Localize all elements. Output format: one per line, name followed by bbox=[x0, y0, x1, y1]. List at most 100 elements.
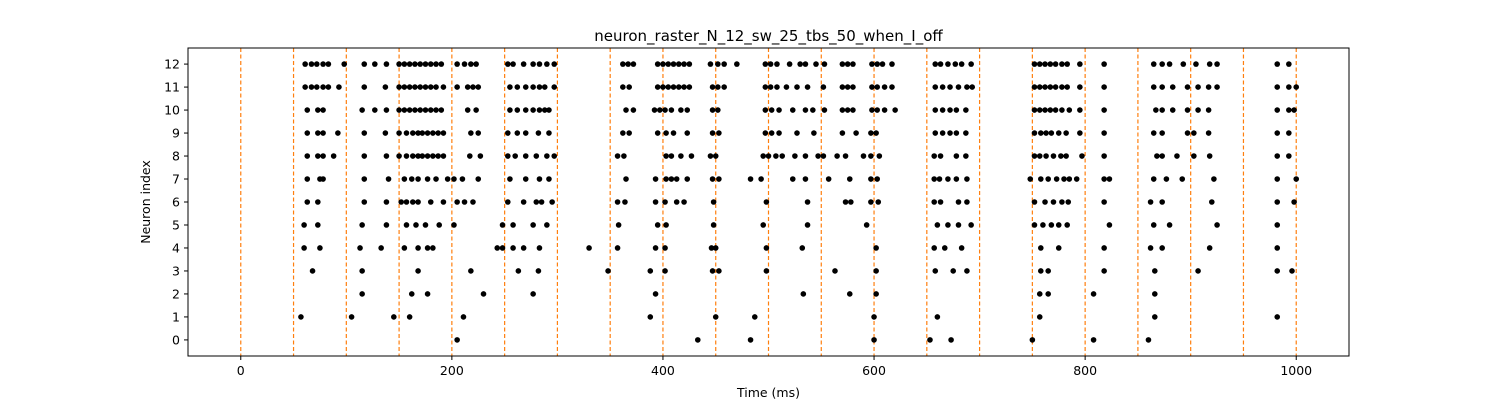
spike-point bbox=[1065, 199, 1072, 205]
spike-point bbox=[1150, 84, 1157, 90]
spike-point bbox=[630, 107, 637, 113]
spike-point bbox=[936, 176, 943, 182]
spike-point bbox=[522, 153, 529, 159]
spike-point bbox=[874, 84, 881, 90]
spike-point bbox=[968, 61, 974, 67]
spike-point bbox=[681, 199, 687, 205]
spike-point bbox=[799, 245, 806, 251]
spike-point bbox=[712, 153, 719, 159]
spike-point bbox=[868, 199, 874, 205]
spike-point bbox=[1214, 61, 1220, 67]
spike-point bbox=[468, 268, 474, 274]
spike-point bbox=[853, 130, 859, 136]
spike-point bbox=[654, 84, 661, 90]
spike-point bbox=[1147, 199, 1154, 205]
spike-point bbox=[765, 153, 772, 159]
spike-point bbox=[945, 222, 951, 228]
spike-point bbox=[665, 61, 672, 67]
spike-point bbox=[467, 153, 473, 159]
spike-point bbox=[412, 107, 418, 113]
spike-point bbox=[1286, 153, 1292, 159]
spike-point bbox=[410, 130, 416, 136]
spike-point bbox=[958, 61, 965, 67]
spike-point bbox=[686, 61, 693, 67]
spike-point bbox=[1274, 84, 1281, 90]
spike-point bbox=[767, 84, 774, 90]
spike-point bbox=[1036, 107, 1043, 113]
spike-point bbox=[530, 291, 536, 297]
spike-point bbox=[707, 61, 714, 67]
spike-point bbox=[1101, 176, 1107, 182]
spike-point bbox=[964, 84, 970, 90]
spike-point bbox=[1052, 84, 1059, 90]
spike-point bbox=[406, 84, 413, 90]
spike-point bbox=[549, 199, 555, 205]
spike-point bbox=[1150, 222, 1157, 228]
spike-point bbox=[335, 130, 341, 136]
spike-point bbox=[684, 176, 691, 182]
spike-point bbox=[1036, 291, 1043, 297]
spike-point bbox=[652, 199, 659, 205]
spike-point bbox=[623, 176, 629, 182]
spike-point bbox=[681, 84, 687, 90]
spike-point bbox=[415, 268, 421, 274]
spike-point bbox=[398, 199, 405, 205]
spike-point bbox=[964, 176, 970, 182]
spike-point bbox=[361, 130, 368, 136]
spike-point bbox=[1145, 337, 1152, 343]
spike-point bbox=[663, 153, 669, 159]
spike-point bbox=[520, 61, 527, 67]
spike-point bbox=[1038, 130, 1044, 136]
spike-point bbox=[1052, 61, 1059, 67]
spike-point bbox=[383, 107, 390, 113]
spike-point bbox=[403, 199, 410, 205]
spike-point bbox=[850, 107, 856, 113]
spike-point bbox=[1079, 153, 1085, 159]
spike-point bbox=[1048, 130, 1055, 136]
spike-point bbox=[1106, 176, 1113, 182]
spike-point bbox=[512, 153, 518, 159]
spike-point bbox=[1077, 84, 1083, 90]
spike-point bbox=[620, 84, 626, 90]
spike-point bbox=[302, 84, 308, 90]
spike-point bbox=[844, 61, 851, 67]
spike-point bbox=[1042, 61, 1048, 67]
spike-point bbox=[881, 107, 888, 113]
spike-point bbox=[341, 61, 348, 67]
spike-point bbox=[515, 268, 522, 274]
spike-point bbox=[1090, 291, 1097, 297]
spike-point bbox=[535, 268, 542, 274]
spike-point bbox=[734, 61, 740, 67]
spike-point bbox=[821, 61, 828, 67]
spike-point bbox=[454, 337, 460, 343]
spike-point bbox=[663, 222, 669, 228]
spike-point bbox=[931, 153, 938, 159]
spike-point bbox=[932, 130, 939, 136]
spike-point bbox=[1101, 84, 1107, 90]
spike-point bbox=[937, 153, 944, 159]
spike-point bbox=[473, 107, 479, 113]
spike-point bbox=[1208, 199, 1215, 205]
spike-point bbox=[1059, 84, 1065, 90]
spike-point bbox=[932, 107, 939, 113]
spike-point bbox=[464, 84, 471, 90]
spike-point bbox=[873, 130, 879, 136]
spike-point bbox=[1052, 107, 1059, 113]
spike-point bbox=[804, 222, 811, 228]
spike-point bbox=[1150, 61, 1157, 67]
spike-point bbox=[470, 199, 476, 205]
spike-point bbox=[958, 245, 965, 251]
spike-point bbox=[794, 84, 800, 90]
spike-point bbox=[1184, 107, 1191, 113]
spike-point bbox=[952, 61, 959, 67]
spike-point bbox=[716, 176, 722, 182]
spike-point bbox=[654, 61, 661, 67]
spike-point bbox=[804, 84, 811, 90]
spike-point bbox=[684, 107, 691, 113]
spike-point bbox=[514, 107, 521, 113]
y-tick-label: 12 bbox=[164, 57, 180, 72]
spike-point bbox=[440, 199, 447, 205]
spike-point bbox=[433, 107, 439, 113]
spike-point bbox=[510, 61, 516, 67]
spike-point bbox=[1211, 176, 1217, 182]
